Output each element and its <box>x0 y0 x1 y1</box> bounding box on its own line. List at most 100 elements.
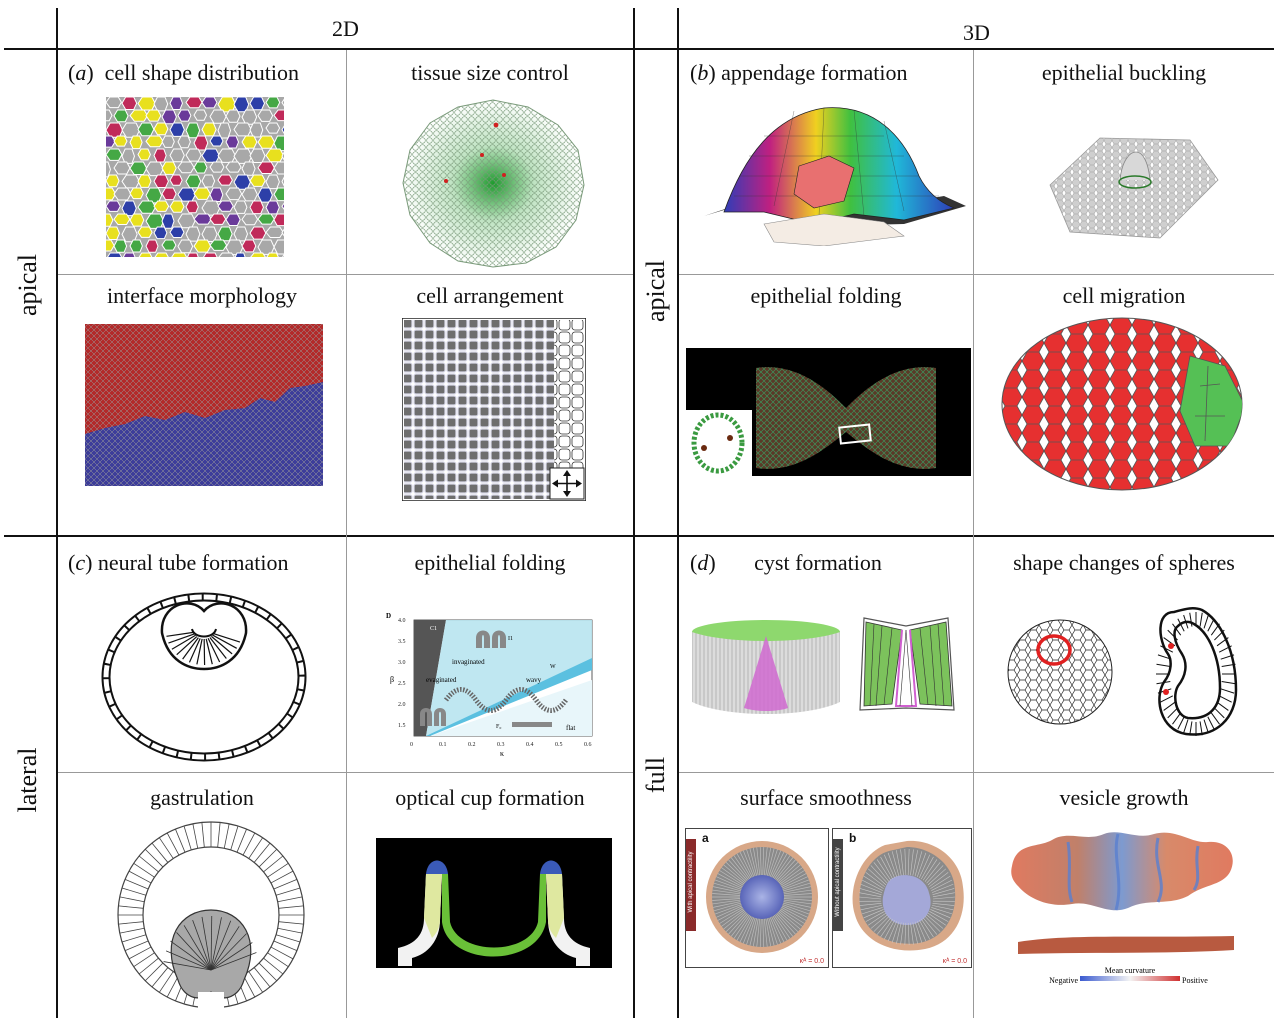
panel-c-title-text: neural tube formation <box>97 550 289 575</box>
y-tick-label: 3.5 <box>398 639 406 645</box>
column-header-2d: 2D <box>332 16 359 41</box>
migration-title: cell migration <box>1062 283 1186 308</box>
migration-figure <box>1001 317 1243 491</box>
label-i1: I1 <box>508 636 513 642</box>
side-label-b: Without apical contractility <box>835 847 841 917</box>
panel-a-title: (a) cell shape distribution <box>68 60 299 85</box>
grid-line-2d-top-row <box>58 274 633 275</box>
gastrulation-figure <box>117 821 305 1015</box>
smoothness-label-a: a <box>702 831 709 845</box>
label-f0: F₀ <box>496 724 501 730</box>
smoothness-label-b: b <box>849 831 857 845</box>
grid-line-header <box>4 48 1274 50</box>
buckling-figure <box>1049 137 1219 239</box>
marked-cell <box>493 122 499 128</box>
tissue-size-title: tissue size control <box>411 60 569 85</box>
label-c1: C1 <box>430 626 437 632</box>
phase-diagram: D β κ 4.0 3.5 3.0 2.5 2.0 1.5 0 0.1 0.2 0.3 0.4 0.… <box>386 612 593 758</box>
tissue-growth-figure <box>402 99 585 268</box>
panel-c-tag: c <box>75 550 86 575</box>
interface-title: interface morphology <box>107 283 297 308</box>
vesicle-figure: Mean curvature Negative Positive <box>1011 832 1234 985</box>
optical-title: optical cup formation <box>395 785 585 810</box>
grid-line-2d-split <box>346 50 347 1018</box>
kappa-b: κᴬ = 0.0 <box>942 958 967 965</box>
y-tick-label: 2.5 <box>398 681 406 687</box>
folding3d-title: epithelial folding <box>750 283 902 308</box>
arrangement-title: cell arrangement <box>416 283 564 308</box>
cell-arrangement-figure <box>402 318 586 501</box>
label-flat: flat <box>566 724 575 732</box>
sphere-shapes-figure <box>1007 607 1238 736</box>
grid-line-3d-bottom-row <box>679 772 1274 773</box>
panel-b-tag: b <box>697 60 709 85</box>
cyst-figure <box>692 617 955 714</box>
grid-line-2d-bottom-row <box>58 772 633 773</box>
grid-line-middle-left <box>633 8 635 1018</box>
grid-line-section <box>4 535 1274 537</box>
phase-y-ticks: 4.0 3.5 3.0 2.5 2.0 1.5 <box>398 618 406 729</box>
x-tick-label: 0.1 <box>439 742 447 748</box>
panel-d-tag: d <box>697 550 709 575</box>
y-tick-label: 4.0 <box>398 618 406 624</box>
buckling-title: epithelial buckling <box>1041 60 1207 85</box>
side-bar-b <box>833 839 843 931</box>
panel-d-title: (d) cyst formation <box>690 550 882 575</box>
label-evaginated: evaginated <box>426 676 457 684</box>
panel-d-title-text: cyst formation <box>754 550 882 575</box>
row-label-lateral: lateral <box>13 747 42 813</box>
phase-panel-letter: D <box>386 612 391 620</box>
side-label-a: With apical contractility <box>688 851 694 913</box>
row-label-apical-2d: apical <box>13 253 42 317</box>
region-wavy-band <box>426 658 592 736</box>
flat-shape-icon <box>512 722 552 727</box>
phase-xlabel: κ <box>500 749 504 758</box>
label-invaginated: invaginated <box>452 658 485 666</box>
neural-tube-figure <box>101 592 307 762</box>
spheres-title: shape changes of spheres <box>1013 550 1235 575</box>
panel-b-title-text: appendage formation <box>721 60 908 85</box>
side-bar-a <box>686 839 696 931</box>
grid-line-3d-top-row <box>679 274 1274 275</box>
marked-cell <box>502 173 506 177</box>
y-tick-label: 3.0 <box>398 660 406 666</box>
curvature-legend-pos: Positive <box>1182 976 1208 985</box>
panel-a-tag: a <box>75 60 87 85</box>
kappa-a: κᴬ = 0.0 <box>799 958 824 965</box>
label-w: W <box>550 664 556 670</box>
x-tick-label: 0.2 <box>468 742 476 748</box>
marked-cell <box>444 179 448 183</box>
x-tick-label: 0.4 <box>526 742 534 748</box>
grid-line-middle-right <box>677 8 679 1018</box>
folding3d-figure <box>686 348 971 476</box>
column-header-3d: 3D <box>963 20 990 45</box>
marked-cell <box>480 153 484 157</box>
smoothness-panel-a: With apical contractility a κᴬ = 0.0 <box>685 828 829 968</box>
x-tick-label: 0.6 <box>584 742 592 748</box>
y-tick-label: 2.0 <box>398 702 406 708</box>
gastrulation-title: gastrulation <box>150 785 254 810</box>
x-tick-label: 0.3 <box>497 742 505 748</box>
panel-b-title: (b) appendage formation <box>690 60 908 85</box>
evaginated-shape-icon <box>420 708 446 726</box>
vesicle-title: vesicle growth <box>1059 785 1189 810</box>
region-constricted <box>414 620 446 736</box>
interface-morphology-figure <box>85 324 323 486</box>
appendage-figure <box>704 107 966 246</box>
curvature-legend-neg: Negative <box>1049 976 1078 985</box>
grid-line-left <box>56 8 58 1018</box>
smoothness-panel-b: Without apical contractility b κᴬ = 0.0 <box>832 828 972 968</box>
x-tick-label: 0.5 <box>555 742 563 748</box>
phase-x-ticks: 0 0.1 0.2 0.3 0.4 0.5 0.6 <box>410 742 592 748</box>
panel-c-title: (c) neural tube formation <box>68 550 289 575</box>
wavy-shape-icon <box>443 687 569 713</box>
grid-line-3d-split <box>973 50 974 1018</box>
smoothness-title: surface smoothness <box>740 785 912 810</box>
invaginated-shape-icon <box>476 630 506 648</box>
panel-a-title-text: cell shape distribution <box>104 60 299 85</box>
curvature-legend-title: Mean curvature <box>1105 966 1156 975</box>
folding2d-title: epithelial folding <box>414 550 566 575</box>
row-label-apical-3d: apical <box>641 259 670 323</box>
optical-cup-figure <box>376 838 612 968</box>
row-label-full: full <box>641 756 670 794</box>
